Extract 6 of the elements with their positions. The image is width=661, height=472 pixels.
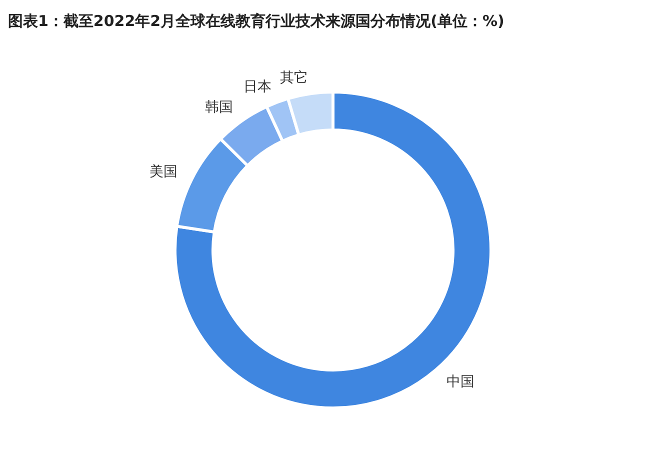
slice-label: 日本: [243, 79, 272, 96]
chart-title: 图表1：截至2022年2月全球在线教育行业技术来源国分布情况(单位：%): [8, 12, 504, 31]
slice-label: 韩国: [204, 100, 233, 116]
slice-label: 美国: [149, 164, 178, 180]
slice-label: 其它: [280, 70, 308, 86]
slice-label: 中国: [446, 374, 474, 390]
